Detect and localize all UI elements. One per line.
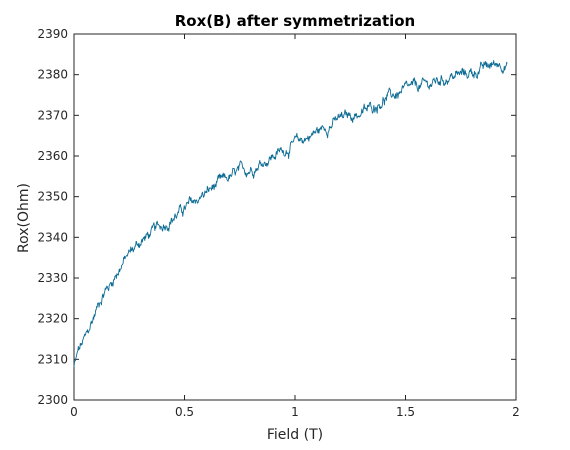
x-tick-label: 2: [512, 405, 520, 419]
x-tick-label: 0: [70, 405, 78, 419]
y-tick-label: 2360: [37, 149, 68, 163]
x-tick-label: 1: [291, 405, 299, 419]
y-tick-label: 2310: [37, 352, 68, 366]
y-tick-label: 2300: [37, 393, 68, 407]
x-tick-label: 1.5: [396, 405, 415, 419]
chart-title: Rox(B) after symmetrization: [175, 12, 416, 30]
y-tick-label: 2330: [37, 271, 68, 285]
x-axis-label: Field (T): [267, 427, 323, 443]
x-tick-label: 0.5: [175, 405, 194, 419]
y-tick-label: 2390: [37, 27, 68, 41]
y-tick-label: 2370: [37, 108, 68, 122]
y-tick-label: 2320: [37, 312, 68, 326]
y-tick-label: 2340: [37, 230, 68, 244]
y-tick-label: 2380: [37, 68, 68, 82]
plot-area: 0 0.5 1 1.5 2 2300 2310 2320 2330 2340 2350 2360 237…: [37, 27, 519, 419]
y-tick-label: 2350: [37, 190, 68, 204]
data-series-line: [73, 60, 508, 368]
y-axis-label: Rox(Ohm): [16, 183, 32, 253]
